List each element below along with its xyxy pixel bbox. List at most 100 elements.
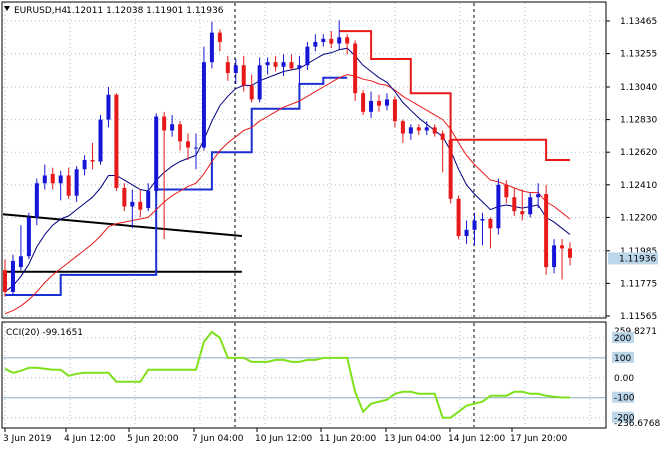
candle [186,133,191,160]
candle [106,86,111,128]
candle-body [369,100,374,112]
candle-body [472,220,477,230]
candle [3,259,7,297]
candle [560,239,565,280]
candle-body [225,62,230,74]
cci-tick-label: -100 [614,394,635,404]
candle-body [321,38,326,42]
time-tick-label: 3 Jun 2019 [3,434,52,444]
candle [114,93,119,192]
price-tick-label: 1.13465 [620,17,657,27]
candle [273,55,278,72]
candle-body [42,175,47,184]
candle [130,189,135,229]
triangle-down-icon[interactable] [4,6,10,11]
candle-body [3,270,7,292]
candle-body [162,116,167,131]
cci-series-line [4,330,570,419]
candle [424,121,429,136]
candle [464,220,469,244]
candle-body [440,133,445,140]
candle-body [456,198,461,237]
candle-body [424,127,429,131]
cci-level-tag-bg [612,391,634,403]
candle-body [241,65,246,86]
candle [170,114,175,137]
trendlines [2,213,242,273]
parabolic-sar-lines [5,30,570,296]
candle-body [114,94,119,188]
candle [496,178,501,235]
time-tick-label: 11 Jun 20:00 [319,434,376,444]
price-tick-label: 1.13255 [620,50,657,60]
candle-body [106,94,111,120]
candle [329,31,334,49]
candle [58,170,63,201]
candle-body [305,46,310,66]
candle [488,217,493,249]
candle-body [257,65,262,100]
candle [217,29,222,52]
candle [480,212,485,246]
candle [154,113,159,198]
candle [122,183,127,212]
time-tick-label: 13 Jun 04:00 [384,434,441,444]
candle-body [528,197,533,215]
price-tick-label: 1.11565 [620,312,657,322]
candle-body [408,127,413,134]
current-price-tag-bg [608,252,658,265]
sar-support-line [5,76,348,296]
candle-body [82,159,87,170]
candle [528,192,533,218]
cci-level-tag-bg [612,351,634,363]
candle [10,254,15,296]
candle [146,183,151,212]
candle-body [289,62,294,69]
symbol-label: EURUSD,H4 [14,6,67,16]
candle-body [34,183,39,218]
price-tick-label: 1.11775 [620,279,657,289]
candle-body [50,173,55,184]
candle [289,54,294,70]
cci-tick-label: 100 [614,354,631,364]
price-tick-label: 1.12200 [620,213,657,223]
candle [225,55,230,81]
candle [440,130,445,173]
candle [345,34,350,55]
candle-body [18,256,23,268]
main-chart-frame [1,1,607,319]
candle-body [233,65,238,74]
candle-body [496,184,501,229]
candle [472,212,477,246]
cci-tick-label: -200 [614,414,635,424]
candle [544,184,549,275]
candle-body [58,175,63,184]
candle-body [504,184,509,198]
trendline [2,213,242,238]
candle [42,164,47,190]
candle [138,189,143,218]
candle-body [217,32,222,42]
candle [265,57,270,75]
price-tick-label: 1.12620 [620,148,657,158]
candle-body [154,116,159,192]
candle [233,59,238,84]
candle [257,57,262,103]
candle [241,55,246,92]
candle-body [186,141,191,148]
candle [281,54,286,77]
candle [384,93,389,111]
time-tick-label: 17 Jun 20:00 [510,434,567,444]
ohlc-values: 1.12011 1.12038 1.11901 1.11936 [66,6,224,16]
candle-body [400,121,405,134]
candle [313,34,318,52]
candle-body [26,217,31,257]
candle-body [265,62,270,66]
candle [369,91,374,119]
candle-body [377,100,382,106]
candle-body [416,127,421,131]
candle-body [146,191,151,209]
candle [568,242,572,266]
